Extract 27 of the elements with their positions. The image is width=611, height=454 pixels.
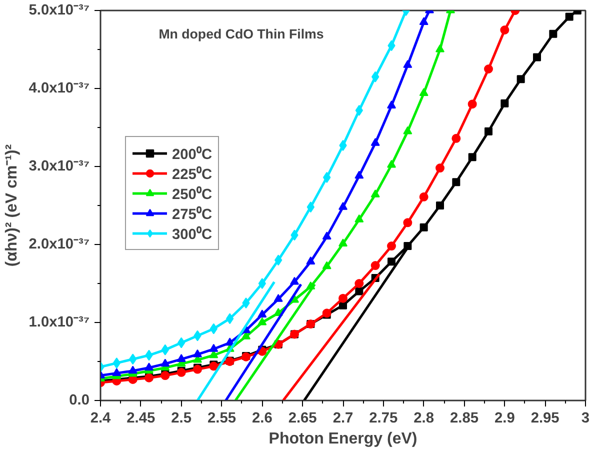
legend-label: 300⁰C — [172, 225, 212, 243]
x-tick-label: 2.5 — [171, 410, 192, 426]
x-tick-label: 2.95 — [530, 410, 560, 426]
x-tick-label: 2.65 — [288, 410, 317, 426]
legend-label: 275⁰C — [172, 205, 212, 223]
y-axis-title: (αhν)² (eV cm⁻¹)² — [4, 144, 21, 267]
y-tick-label: 4.0x10⁻³⁷ — [28, 80, 90, 96]
x-tick-label: 2.9 — [494, 410, 515, 426]
legend-label: 200⁰C — [172, 145, 212, 163]
y-tick-label: 2.0x10⁻³⁷ — [28, 236, 90, 252]
y-tick-label: 1.0x10⁻³⁷ — [28, 314, 90, 330]
x-tick-label: 2.8 — [414, 410, 434, 426]
x-tick-label: 2.6 — [252, 410, 272, 426]
x-tick-label: 2.4 — [90, 410, 112, 426]
x-tick-label: 3 — [581, 410, 590, 426]
x-tick-label: 2.85 — [450, 410, 479, 426]
x-tick-label: 2.55 — [207, 410, 236, 426]
y-tick-label: 3.0x10⁻³⁷ — [28, 158, 90, 174]
x-tick-label: 2.7 — [332, 410, 354, 426]
y-tick-label: 0.0 — [69, 392, 90, 408]
legend-label: 250⁰C — [172, 185, 212, 203]
legend-label: 225⁰C — [172, 165, 212, 183]
y-tick-label: 5.0x10⁻³⁷ — [28, 2, 90, 18]
x-tick-label: 2.75 — [369, 410, 398, 426]
x-axis-title: Photon Energy (eV) — [268, 430, 418, 448]
x-tick-label: 2.45 — [126, 410, 156, 426]
text: Mn doped CdO Thin Films — [158, 26, 324, 42]
